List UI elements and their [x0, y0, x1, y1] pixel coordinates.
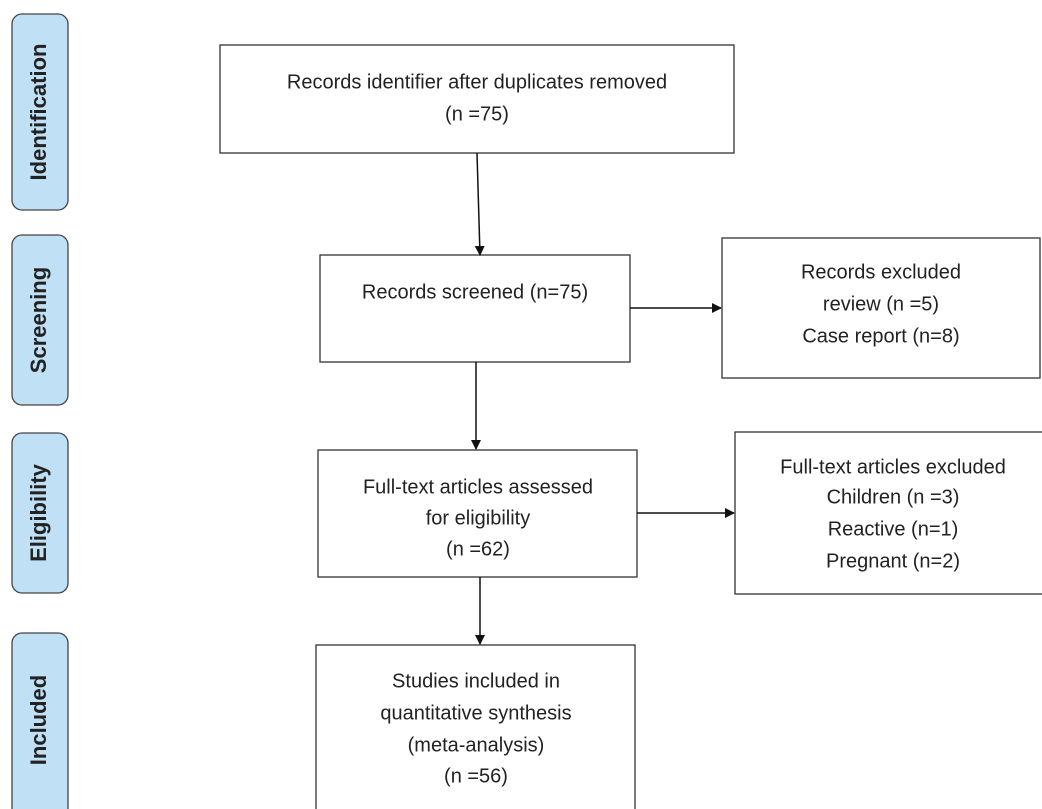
box-text: Pregnant (n=2)	[826, 550, 960, 572]
stage-label: Screening	[26, 267, 51, 373]
stage-label: Included	[26, 675, 51, 765]
box-text: for eligibility	[426, 507, 530, 529]
box-text: Case report (n=8)	[802, 325, 959, 347]
box	[734, 431, 1042, 595]
box	[315, 644, 636, 809]
box-text: Reactive (n=1)	[828, 518, 959, 540]
box-text: (n =62)	[446, 538, 510, 560]
box	[317, 449, 638, 578]
box-text: (n =56)	[444, 765, 508, 787]
box-text: Full-text articles excluded	[780, 456, 1006, 478]
box-text: Records identifier after duplicates remo…	[287, 71, 667, 93]
stage-label: Eligibility	[26, 463, 51, 562]
stage-label: Identification	[26, 44, 51, 181]
box	[319, 254, 631, 363]
box-text: Children (n =3)	[827, 486, 960, 508]
arrow	[474, 152, 485, 256]
stage-tab	[11, 432, 69, 594]
box	[721, 237, 1041, 379]
stage-tab	[11, 13, 69, 211]
box-text: quantitative synthesis	[380, 702, 571, 724]
box-text: review (n =5)	[823, 293, 939, 315]
box-text: Full-text articles assessed	[363, 476, 593, 498]
box-text: (meta-analysis)	[408, 734, 545, 756]
stage-tab	[11, 234, 69, 406]
box-text: Records screened (n=75)	[362, 281, 588, 303]
box-text: Records excluded	[801, 261, 961, 283]
box	[219, 44, 735, 154]
stage-tab	[11, 632, 69, 809]
box-text: Studies included in	[392, 670, 560, 692]
box-text: (n =75)	[445, 103, 509, 125]
